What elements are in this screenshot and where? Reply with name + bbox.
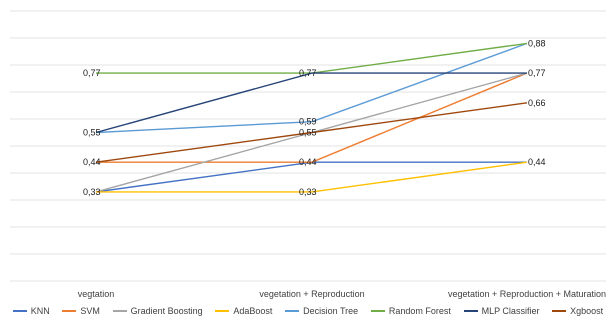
x-tick-label: vegetation + Reproduction xyxy=(259,289,364,299)
data-label: 0,88 xyxy=(528,38,546,48)
data-label: 0,77 xyxy=(299,68,317,78)
series-line-adaboost xyxy=(96,161,528,193)
data-label: 0,55 xyxy=(299,128,317,138)
legend-label: MLP Classifier xyxy=(481,306,540,316)
series-line-mlp-classifier xyxy=(95,72,527,134)
data-labels: 0,330,44 0,440,440,770,550,330,550,590,88… xyxy=(83,38,546,197)
legend-item: Decision Tree xyxy=(285,306,358,316)
x-tick-label: vegetation + Reproduction + Maturation xyxy=(448,289,606,299)
data-label: 0,33 xyxy=(299,187,317,197)
data-label: 0,33 xyxy=(83,187,101,197)
legend-label: Gradient Boosting xyxy=(130,306,203,316)
legend-label: Decision Tree xyxy=(303,306,359,316)
x-axis-tick-labels: vegtation vegetation + Reproduction vegeta… xyxy=(78,289,606,299)
data-label: 0,77 xyxy=(83,68,101,78)
legend-item: MLP Classifier xyxy=(463,306,540,316)
legend-swatch xyxy=(285,310,300,312)
x-tick-label: vegtation xyxy=(78,289,115,299)
legend-swatch xyxy=(215,310,230,312)
legend-swatch xyxy=(370,310,385,312)
legend-item: AdaBoost xyxy=(215,306,272,316)
series-line-xgboost xyxy=(95,102,528,163)
legend-swatch xyxy=(12,310,27,312)
legend-item: SVM xyxy=(62,306,100,316)
legend-swatch xyxy=(463,310,478,312)
series-line-decision-tree xyxy=(95,42,528,134)
data-label: 0,44 xyxy=(299,157,317,167)
legend-item: Gradient Boosting xyxy=(112,306,203,316)
legend-item: KNN xyxy=(12,306,50,316)
data-label: 0,66 xyxy=(528,98,546,108)
legend-item: Random Forest xyxy=(370,306,451,316)
legend-label: AdaBoost xyxy=(233,306,273,316)
data-label: 0,44 xyxy=(528,157,546,167)
data-label: 0,77 xyxy=(528,68,546,78)
data-label: 0,55 xyxy=(83,128,101,138)
legend-item: Xgboost xyxy=(552,306,603,316)
legend-swatch xyxy=(552,310,567,312)
series-line-svm xyxy=(96,72,528,163)
legend-label: SVM xyxy=(80,306,100,316)
legend-swatch xyxy=(62,310,77,312)
legend-label: Random Forest xyxy=(388,306,451,316)
series-lines xyxy=(95,42,528,193)
legend-swatch xyxy=(112,310,127,312)
legend-label: KNN xyxy=(30,306,50,316)
legend-label: Xgboost xyxy=(570,306,604,316)
data-label: 0,59 xyxy=(299,117,317,127)
gridlines xyxy=(10,10,606,282)
legend: KNN SVM Gradient Boosting AdaBoost Decision … xyxy=(0,304,616,318)
data-label: 0,44 xyxy=(83,157,101,167)
